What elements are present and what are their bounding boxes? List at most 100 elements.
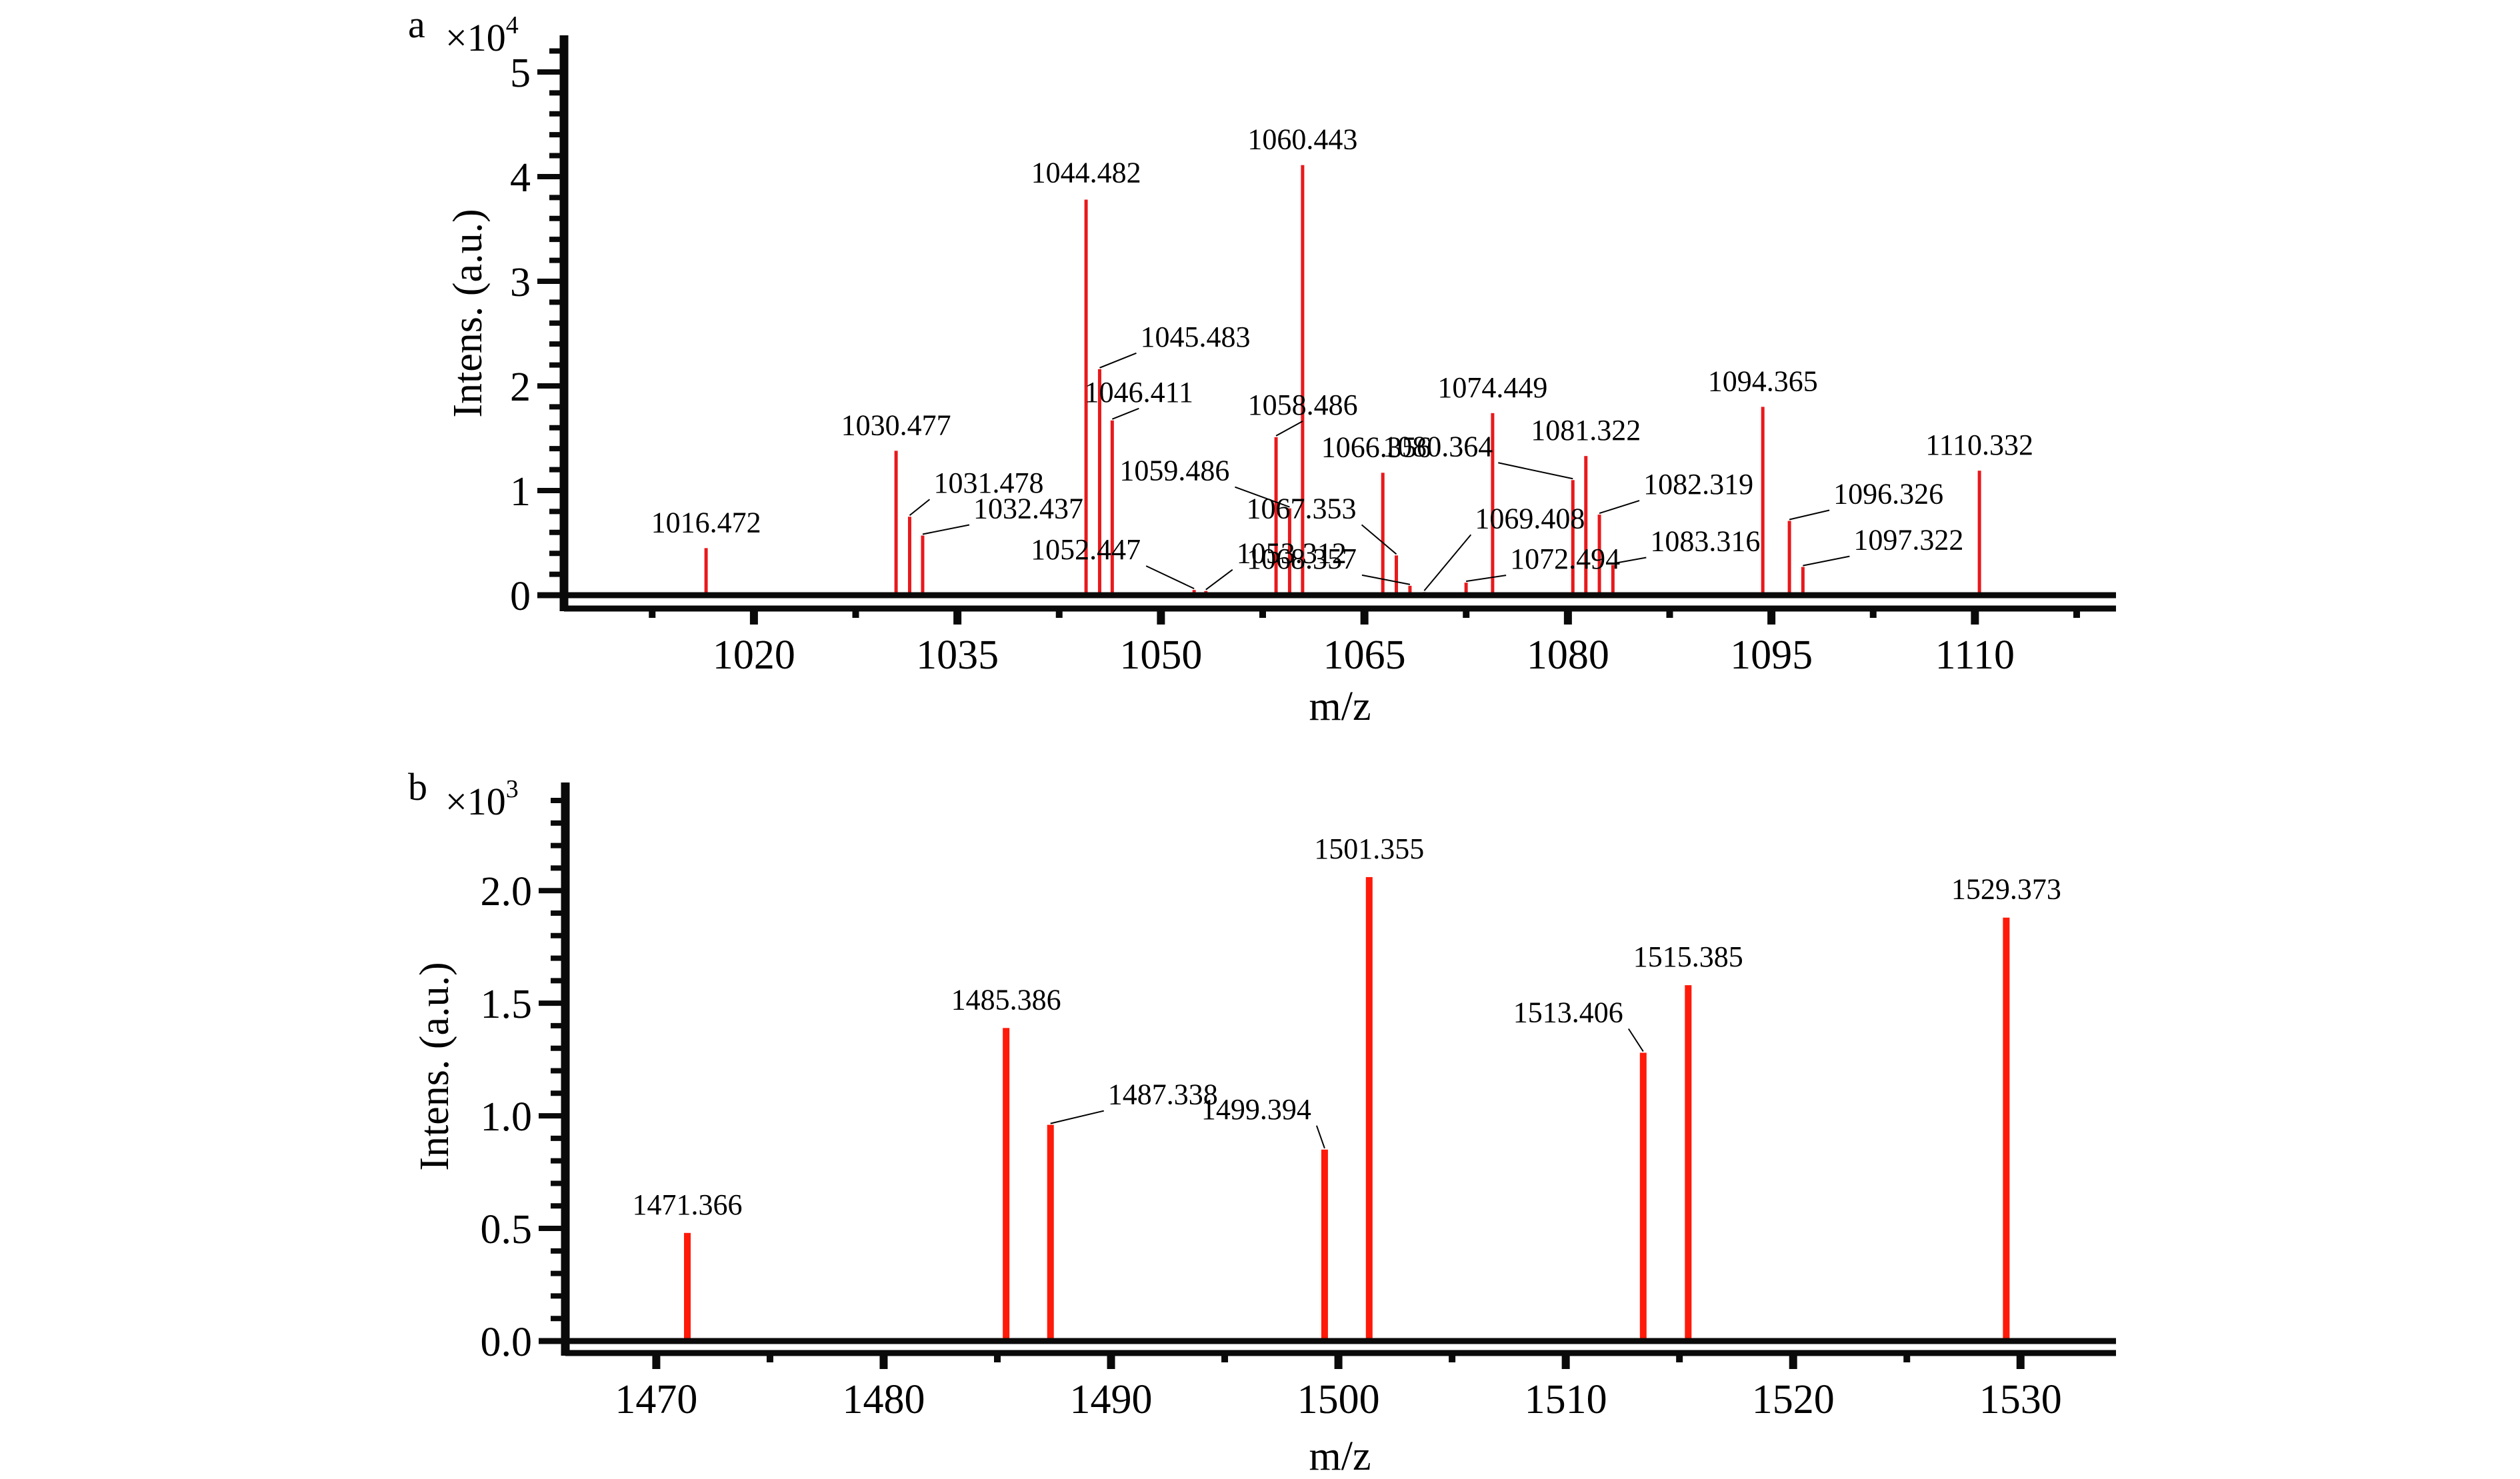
- panel-a-axes: [537, 35, 2116, 612]
- peak-bar: [1301, 165, 1305, 595]
- peak-label: 1501.355: [1314, 832, 1424, 865]
- peak-bar: [1977, 471, 1981, 595]
- x-tick-label: 1095: [1730, 633, 1813, 678]
- peak-label: 1471.366: [633, 1188, 743, 1221]
- x-tick-label: 1020: [713, 633, 795, 678]
- y-tick-label: 4: [510, 155, 531, 201]
- peak-label: 1031.478: [933, 467, 1043, 499]
- peak-bar: [1571, 480, 1575, 595]
- peak-label: 1052.447: [1031, 533, 1141, 566]
- panel-b-y-ticks: 0.0 0.5 1.0 1.5 2.0: [481, 798, 565, 1365]
- peak-label: 1083.316: [1650, 525, 1760, 557]
- y-tick-label: 5: [510, 51, 531, 96]
- x-tick-label: 1480: [842, 1377, 925, 1422]
- x-tick-label: 1510: [1525, 1377, 1607, 1422]
- peak-bar: [1287, 508, 1291, 595]
- y-tick-label: 0.5: [481, 1207, 533, 1252]
- peak-bar: [1110, 420, 1114, 595]
- peak-label: 1058.486: [1248, 389, 1358, 421]
- peak-bar: [1408, 585, 1412, 595]
- panel-a: a ×104 Intens. (a.u.) m/z 0 1 2 3 4 5 1020 103…: [408, 3, 2116, 729]
- peak-leader-line: [1145, 565, 1195, 590]
- peak-label: 1096.326: [1833, 478, 1943, 511]
- panel-b-x-axis-label: m/z: [1309, 1434, 1371, 1479]
- peak-bar: [1321, 1149, 1328, 1341]
- peak-label: 1487.338: [1108, 1078, 1218, 1111]
- y-tick-label: 2.0: [481, 869, 533, 914]
- peak-label: 1053.312: [1237, 537, 1347, 570]
- peak-label: 1080.364: [1383, 430, 1493, 463]
- peak-label: 1072.494: [1510, 543, 1620, 575]
- peak-bar: [921, 535, 925, 595]
- peak-bar: [2003, 917, 2010, 1341]
- peak-bar: [1003, 1028, 1010, 1341]
- peak-bar: [1801, 567, 1805, 595]
- peak-label: 1110.332: [1925, 429, 2033, 461]
- peak-leader-line: [909, 499, 931, 517]
- panel-a-peaks: [704, 165, 1981, 596]
- peak-label: 1032.437: [973, 493, 1083, 525]
- peak-leader-line: [1275, 421, 1303, 437]
- peak-leader-line: [1613, 557, 1647, 565]
- x-tick-label: 1080: [1527, 633, 1609, 678]
- peak-label: 1529.373: [1951, 873, 2061, 906]
- x-tick-label: 1470: [615, 1377, 697, 1422]
- peak-label: 1499.394: [1201, 1093, 1311, 1126]
- y-tick-label: 0: [510, 574, 531, 619]
- peak-label: 1485.386: [951, 983, 1061, 1016]
- peak-bar: [1761, 407, 1765, 595]
- peak-leader-line: [1465, 575, 1507, 583]
- panel-b-axes: [539, 782, 2116, 1356]
- peak-leader-line: [1205, 569, 1233, 591]
- peak-label: 1059.486: [1119, 455, 1229, 487]
- x-tick-label: 1050: [1119, 633, 1202, 678]
- peak-leader-line: [1111, 407, 1139, 420]
- peak-label: 1094.365: [1708, 365, 1818, 397]
- peak-label: 1081.322: [1531, 414, 1641, 447]
- peak-label: 1067.353: [1247, 492, 1357, 525]
- y-tick-label: 1: [510, 469, 531, 515]
- peak-label: 1045.483: [1140, 321, 1250, 353]
- panel-b-y-axis-label: Intens. (a.u.): [412, 962, 457, 1170]
- peak-leader-line: [1423, 534, 1472, 591]
- peak-label: 1068.357: [1247, 543, 1357, 575]
- panel-a-x-axis-label: m/z: [1309, 684, 1371, 729]
- peak-leader-line: [1050, 1110, 1104, 1124]
- peak-label: 1097.322: [1853, 524, 1963, 557]
- x-tick-label: 1110: [1935, 633, 2015, 678]
- y-tick-label: 0.0: [481, 1320, 533, 1365]
- peak-label: 1060.443: [1247, 123, 1357, 156]
- panel-b: b ×103 Intens. (a.u.) m/z 0.0 0.5 1.0 1.5 2.…: [408, 765, 2116, 1479]
- peak-leader-line: [1803, 555, 1850, 567]
- peak-leader-line: [1599, 500, 1640, 515]
- y-tick-label: 1.0: [481, 1094, 533, 1140]
- peak-leader-line: [1498, 462, 1573, 480]
- x-tick-label: 1520: [1752, 1377, 1835, 1422]
- peak-bar: [894, 451, 898, 595]
- peak-label: 1066.356: [1321, 431, 1431, 463]
- peak-leader-line: [1099, 352, 1137, 369]
- peak-bar: [1395, 555, 1399, 595]
- peak-bar: [1464, 583, 1468, 595]
- y-tick-label: 2: [510, 365, 531, 410]
- peak-leader-line: [1627, 1028, 1644, 1052]
- peak-bar: [1381, 473, 1385, 595]
- panel-a-y-multiplier: ×104: [445, 11, 519, 59]
- peak-label: 1044.482: [1031, 157, 1141, 189]
- x-tick-label: 1500: [1297, 1377, 1380, 1422]
- peak-bar: [1597, 515, 1601, 595]
- peak-bar: [1787, 521, 1791, 595]
- peak-bar: [1685, 985, 1692, 1341]
- peak-label: 1030.477: [841, 409, 951, 441]
- panel-b-peaks: [684, 876, 2010, 1341]
- peak-bar: [1365, 876, 1373, 1341]
- peak-label: 1515.385: [1633, 940, 1743, 973]
- peak-label: 1513.406: [1513, 996, 1623, 1028]
- peak-leader-line: [1315, 1125, 1325, 1149]
- peak-label: 1082.319: [1643, 468, 1753, 501]
- peak-bar: [684, 1232, 691, 1341]
- peak-bar: [1639, 1052, 1647, 1341]
- peak-label: 1074.449: [1437, 371, 1547, 404]
